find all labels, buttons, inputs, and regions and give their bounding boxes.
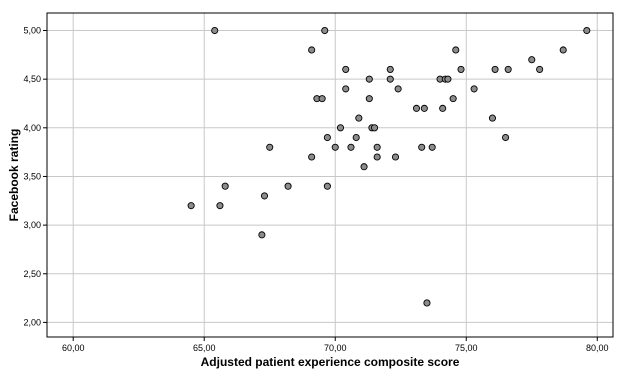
- data-point: [211, 26, 219, 35]
- data-points: [187, 26, 591, 307]
- data-point: [331, 143, 339, 151]
- data-point: [418, 143, 426, 151]
- data-point: [221, 182, 229, 190]
- x-tick-label: 80,00: [586, 343, 609, 353]
- data-point: [423, 299, 431, 307]
- data-point: [504, 65, 512, 73]
- data-point: [457, 65, 465, 73]
- data-point: [583, 26, 591, 35]
- y-axis-ticks: 2,00 2,50 3,00 3,50 4,00 4,50 5,00: [23, 26, 47, 327]
- data-point: [386, 65, 394, 73]
- plot-area-frame: [46, 12, 614, 338]
- data-point: [308, 153, 316, 161]
- data-point: [352, 133, 360, 142]
- data-point: [370, 124, 379, 132]
- y-tick-label: 4,00: [23, 123, 41, 133]
- data-point: [187, 202, 195, 210]
- data-point: [502, 133, 510, 142]
- data-point: [323, 133, 331, 142]
- data-point: [559, 46, 567, 54]
- y-tick-label: 5,00: [23, 26, 41, 36]
- data-point: [321, 26, 329, 35]
- data-point: [365, 75, 373, 83]
- data-point: [452, 46, 460, 54]
- x-tick-label: 75,00: [455, 343, 478, 353]
- data-point: [266, 143, 274, 151]
- data-point: [528, 56, 536, 64]
- data-point: [536, 65, 544, 73]
- data-point: [216, 202, 224, 210]
- data-point: [428, 143, 436, 151]
- data-point: [394, 85, 402, 93]
- data-point: [355, 114, 363, 122]
- data-point: [342, 65, 350, 73]
- y-axis-title: Facebook rating: [7, 129, 21, 222]
- data-point: [444, 75, 452, 83]
- data-point: [308, 46, 316, 54]
- y-tick-label: 2,50: [23, 269, 41, 279]
- data-point: [412, 104, 421, 112]
- data-point: [284, 182, 292, 190]
- x-axis-ticks: 60,00 65,00 70,00 75,00 80,00: [62, 337, 609, 353]
- data-point: [391, 153, 400, 161]
- x-tick-label: 60,00: [62, 343, 85, 353]
- data-point: [439, 104, 447, 112]
- x-tick-label: 70,00: [324, 343, 347, 353]
- x-tick-label: 65,00: [193, 343, 216, 353]
- y-tick-label: 2,00: [23, 317, 41, 327]
- data-point: [470, 85, 478, 93]
- data-point: [488, 114, 497, 122]
- y-tick-label: 4,50: [23, 74, 41, 84]
- data-point: [491, 65, 499, 73]
- data-point: [318, 95, 326, 103]
- grid-lines: [47, 13, 613, 337]
- y-tick-label: 3,00: [23, 220, 41, 230]
- data-point: [365, 95, 373, 103]
- data-point: [449, 95, 457, 103]
- data-point: [373, 143, 381, 151]
- data-point: [258, 231, 266, 239]
- data-point: [342, 85, 350, 93]
- y-tick-label: 3,50: [23, 171, 41, 181]
- data-point: [336, 124, 345, 132]
- data-point: [260, 192, 269, 200]
- data-point: [360, 163, 368, 171]
- data-point: [420, 104, 428, 112]
- data-point: [386, 75, 394, 83]
- x-axis-title: Adjusted patient experience composite sc…: [201, 355, 460, 369]
- data-point: [373, 153, 381, 161]
- data-point: [323, 182, 331, 190]
- data-point: [347, 143, 355, 151]
